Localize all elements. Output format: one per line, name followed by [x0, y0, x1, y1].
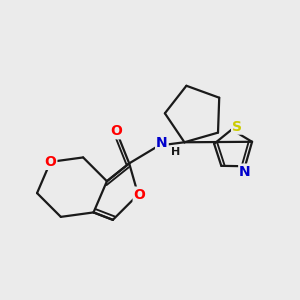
Text: N: N	[156, 136, 168, 150]
Text: S: S	[232, 120, 242, 134]
Text: O: O	[110, 124, 122, 138]
Text: O: O	[134, 188, 146, 202]
Text: O: O	[44, 155, 56, 169]
Text: H: H	[171, 147, 180, 157]
Text: N: N	[239, 165, 251, 178]
